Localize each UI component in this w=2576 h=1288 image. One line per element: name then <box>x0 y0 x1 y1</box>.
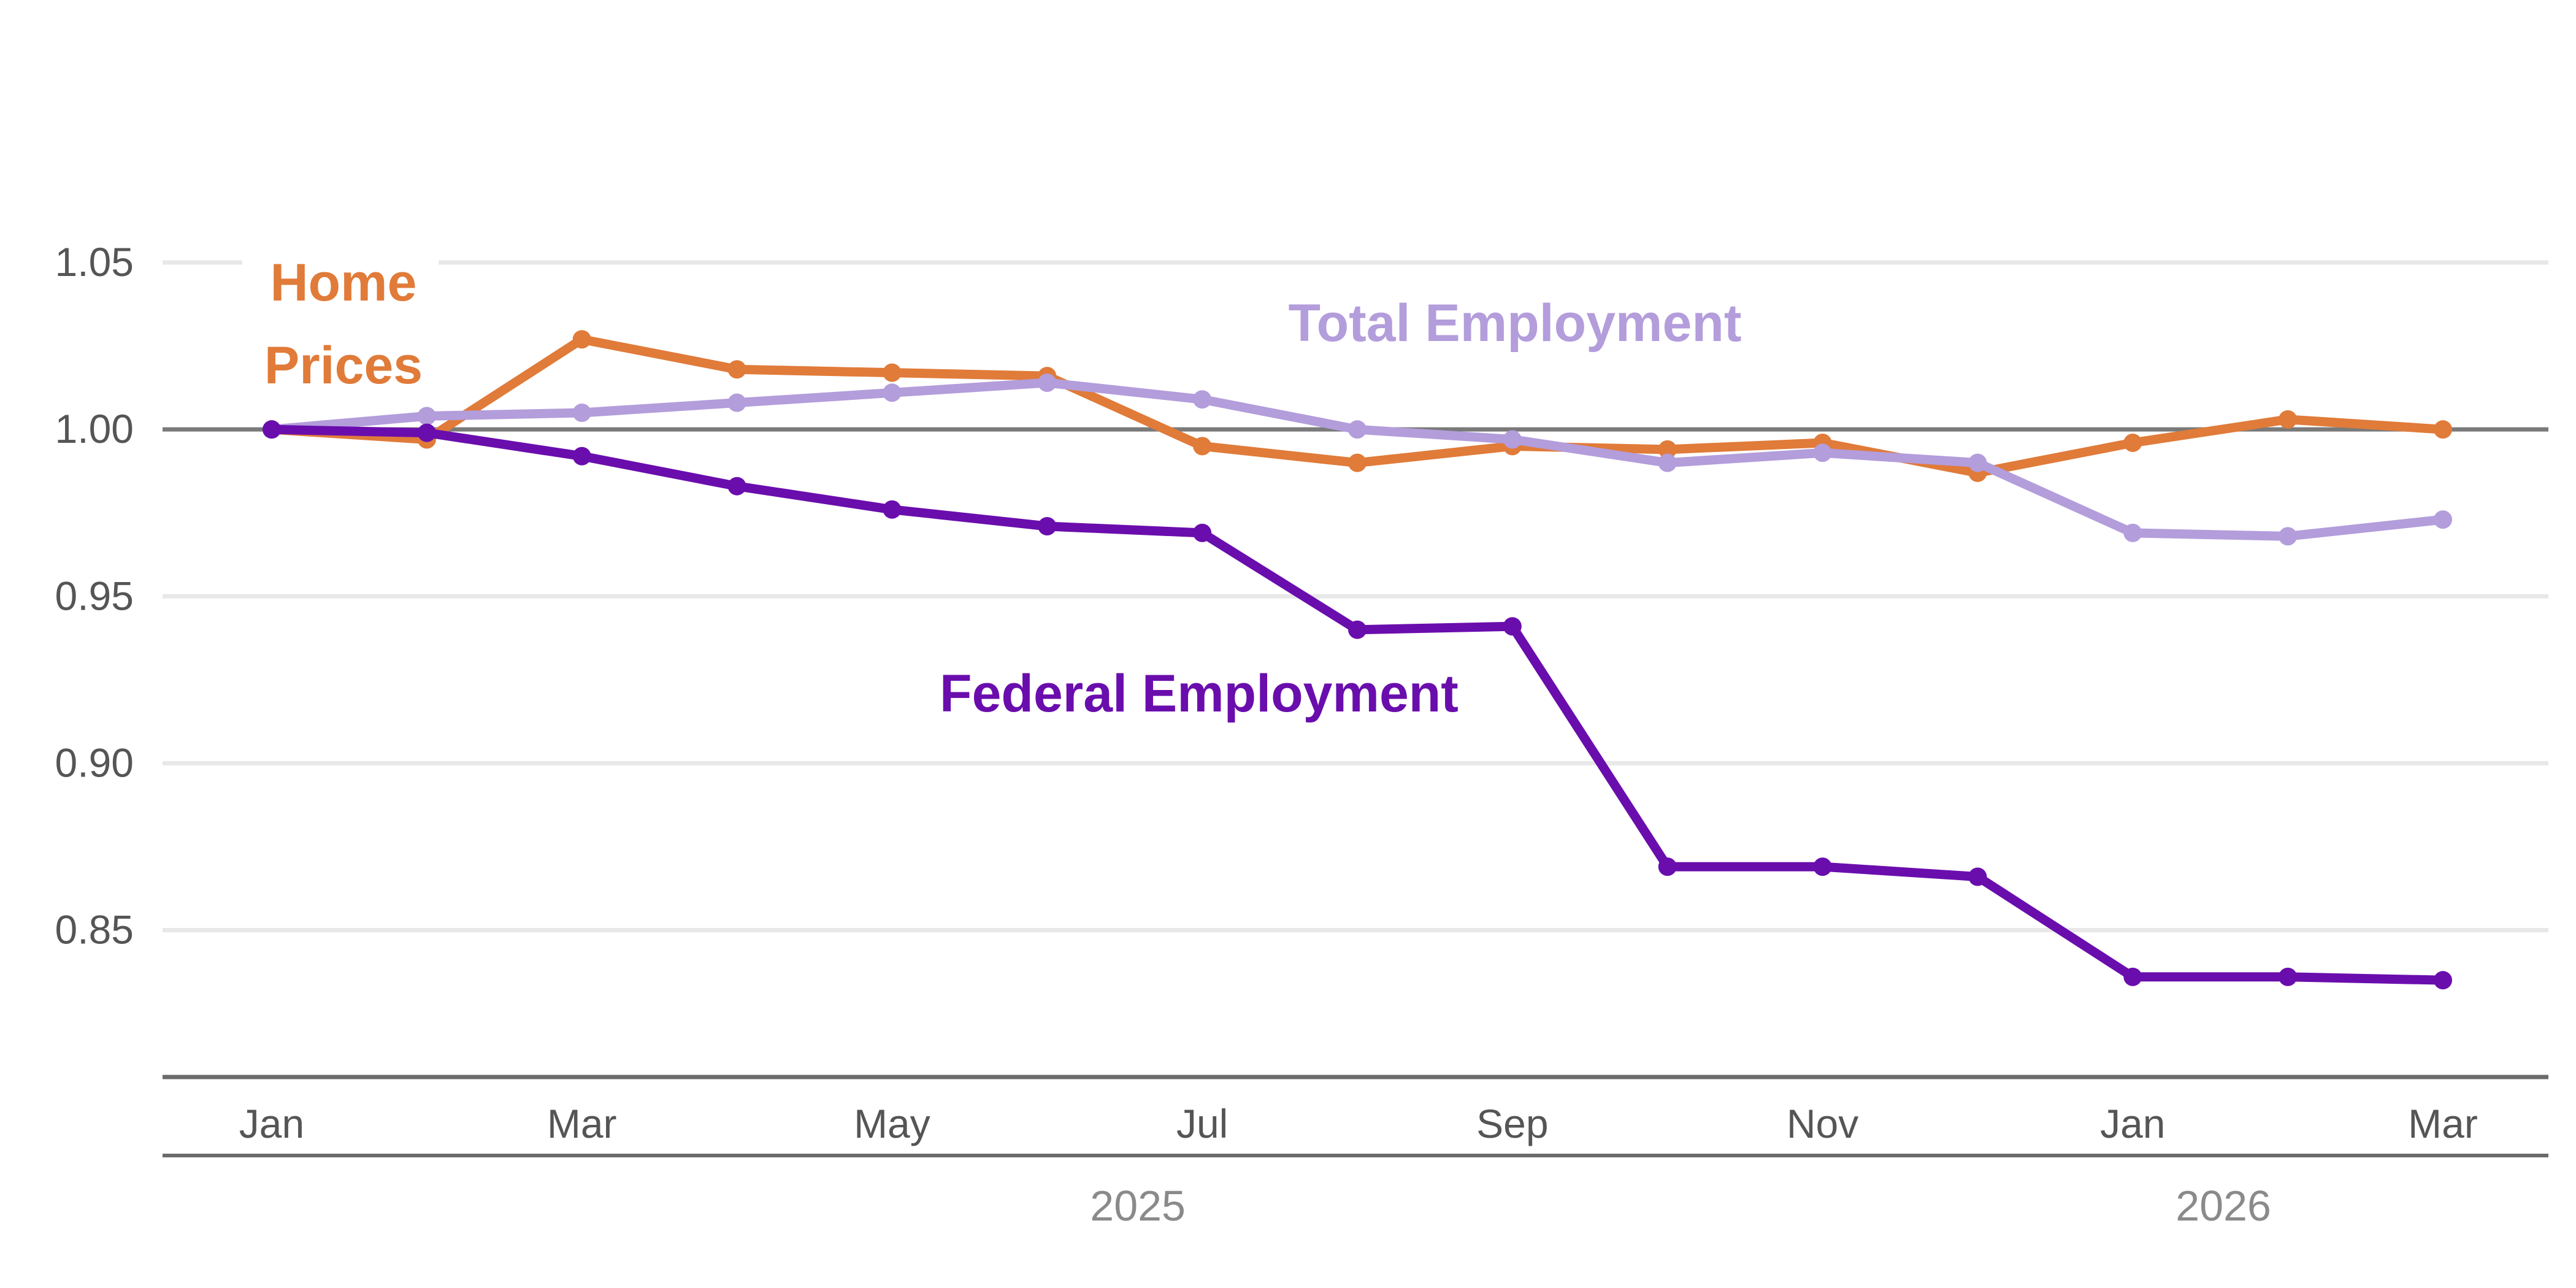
data-point <box>2123 523 2142 542</box>
data-point <box>1968 453 1987 472</box>
data-point <box>1503 617 1522 636</box>
series-labels: Home Prices Total Employment Federal Employ… <box>242 236 1742 723</box>
series-total-employment <box>263 373 2452 546</box>
grid-lines <box>163 260 2548 933</box>
data-point <box>2434 510 2452 529</box>
data-point <box>1348 453 1367 472</box>
data-point <box>1813 857 1832 876</box>
x-tick-label: Jan <box>239 1101 304 1146</box>
data-point <box>572 330 591 349</box>
series-label-total-employment: Total Employment <box>1288 294 1741 353</box>
series-line <box>267 334 2448 478</box>
data-point <box>417 407 436 426</box>
data-point <box>2279 410 2298 429</box>
x-tick-label: Jan <box>2100 1101 2165 1146</box>
x-tick-label: Jul <box>1176 1101 1228 1146</box>
x-tick-label: Mar <box>2408 1101 2478 1146</box>
series-federal-employment <box>263 420 2452 990</box>
data-point <box>2123 967 2142 986</box>
series-label-home-prices: Prices <box>264 336 423 395</box>
series-label-federal-employment: Federal Employment <box>940 664 1459 723</box>
data-point <box>883 363 902 382</box>
data-point <box>1193 523 1212 542</box>
data-point <box>1193 390 1212 409</box>
series-label-home-prices: Home <box>270 253 417 312</box>
x-tick-label: May <box>854 1101 930 1146</box>
x-axis <box>163 1075 2548 1157</box>
x-tick-label: Nov <box>1787 1101 1858 1146</box>
data-point <box>1038 373 1057 392</box>
data-point <box>1348 420 1367 439</box>
data-point <box>2434 971 2452 990</box>
y-tick-label: 1.00 <box>55 406 134 451</box>
data-point <box>727 360 746 379</box>
data-point <box>883 500 902 519</box>
year-label: 2026 <box>2175 1182 2271 1230</box>
series-lines <box>263 330 2452 990</box>
data-point <box>1658 857 1677 876</box>
data-point <box>727 393 746 412</box>
y-axis-tick-labels: 1.05 1.00 0.95 0.90 0.85 <box>55 239 134 952</box>
data-point <box>1658 453 1677 472</box>
data-point <box>1038 517 1057 536</box>
data-point <box>1813 443 1832 462</box>
year-label: 2025 <box>1090 1182 1186 1230</box>
data-point <box>1968 867 1987 886</box>
data-point <box>2279 527 2298 546</box>
x-tick-label: Sep <box>1476 1101 1548 1146</box>
y-tick-label: 0.85 <box>55 907 134 953</box>
data-point <box>2123 433 2142 452</box>
series-home-prices <box>263 330 2452 482</box>
y-tick-label: 1.05 <box>55 239 134 285</box>
data-point <box>572 403 591 422</box>
data-point <box>417 423 436 442</box>
data-point <box>1348 620 1367 639</box>
x-tick-label: Mar <box>547 1101 617 1146</box>
data-point <box>883 383 902 402</box>
data-point <box>263 420 281 439</box>
data-point <box>1658 440 1677 459</box>
data-point <box>572 447 591 466</box>
data-point <box>2279 967 2298 986</box>
x-axis-tick-labels: Jan Mar May Jul Sep Nov Jan Mar 2025 2026 <box>239 1101 2478 1230</box>
data-point <box>1193 437 1212 456</box>
label-background <box>242 236 439 402</box>
y-tick-label: 0.95 <box>55 573 134 618</box>
data-point <box>2434 420 2452 439</box>
data-point <box>1503 430 1522 449</box>
y-tick-label: 0.90 <box>55 740 134 785</box>
data-point <box>727 477 746 496</box>
